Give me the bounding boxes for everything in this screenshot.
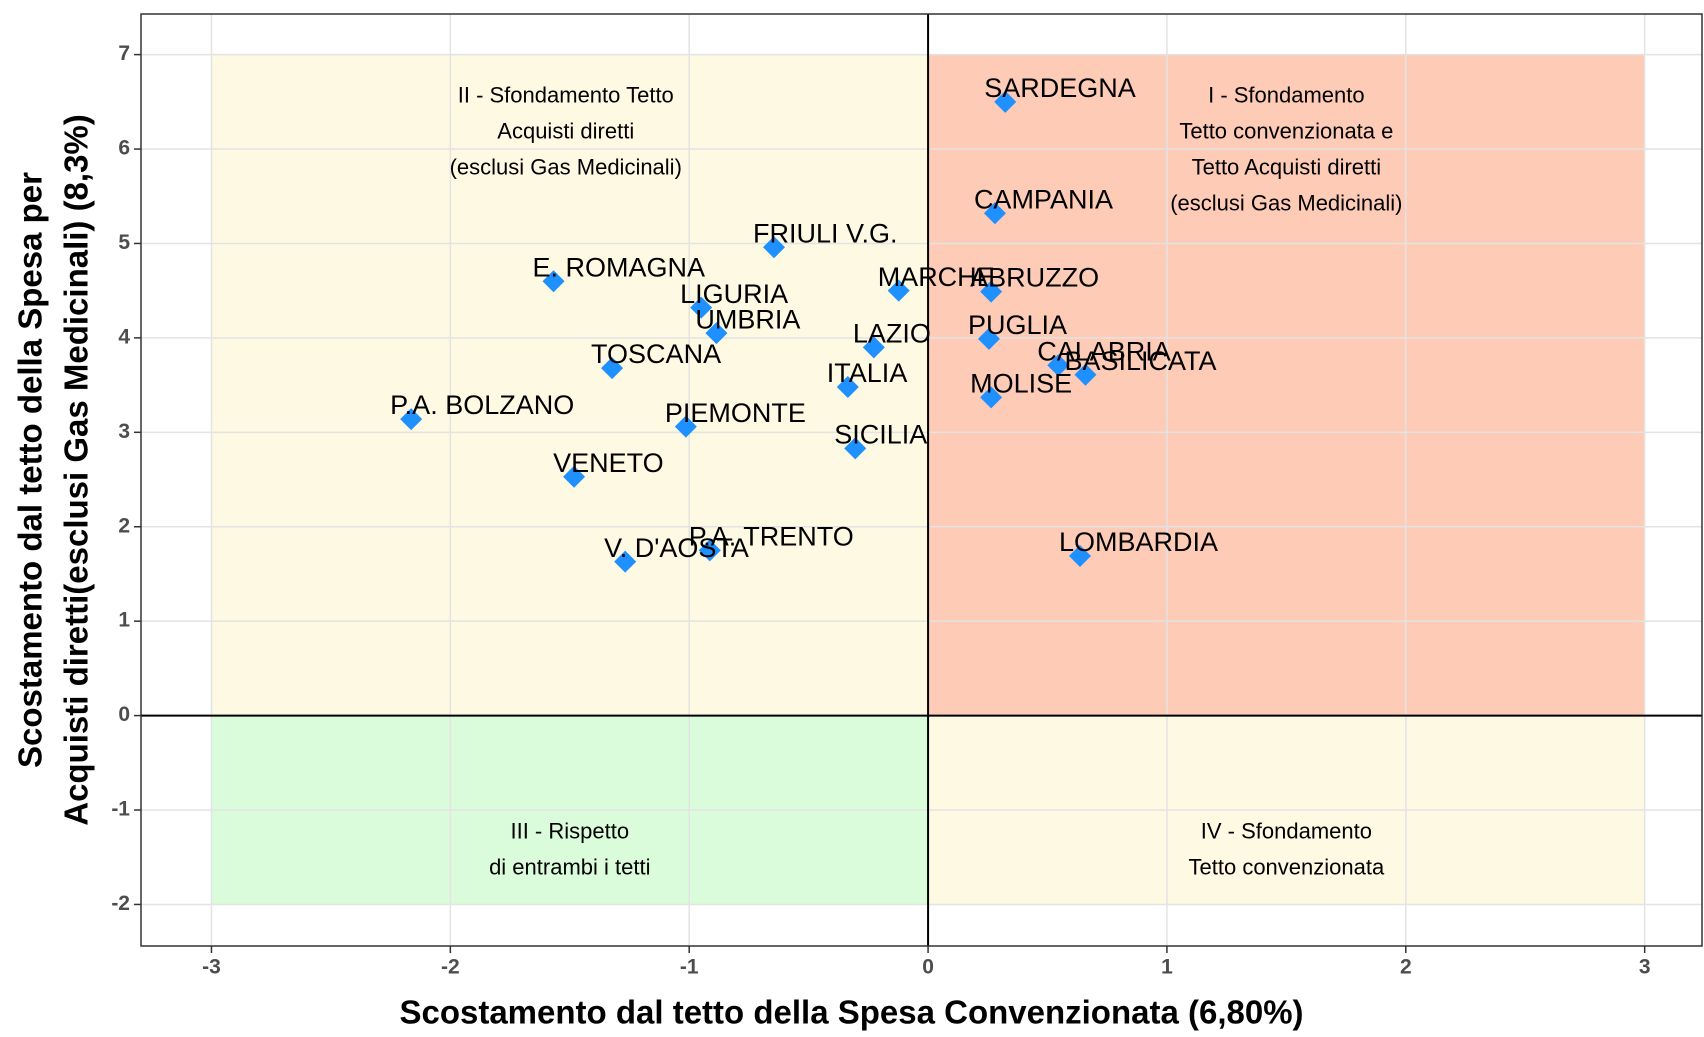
y-tick-label: 3 <box>118 420 130 443</box>
point-label: LAZIO <box>853 318 931 348</box>
point-label: ITALIA <box>827 358 908 388</box>
point-label: ABRUZZO <box>970 263 1099 293</box>
data-point <box>698 539 721 562</box>
data-point <box>690 296 713 319</box>
x-tick-label: -2 <box>441 956 460 979</box>
quadrant-annotation: II - Sfondamento Tetto <box>458 82 674 107</box>
point-label: MARCHE <box>878 262 995 292</box>
x-tick-label: -1 <box>680 956 699 979</box>
point-label: SARDEGNA <box>984 73 1136 103</box>
data-point <box>601 357 624 380</box>
y-axis-title: Scostamento dal tetto della Spesa per <box>12 172 49 768</box>
point-label: LOMBARDIA <box>1059 527 1218 557</box>
data-point <box>1068 545 1091 568</box>
y-axis-title: Acquisti diretti(esclusi Gas Medicinali)… <box>58 114 95 826</box>
y-tick-label: 1 <box>118 609 130 632</box>
data-point <box>1074 363 1097 386</box>
data-point <box>400 408 423 431</box>
data-point <box>887 279 910 302</box>
y-tick-label: 5 <box>118 231 130 254</box>
quadrant-annotation: III - Rispetto <box>510 818 629 843</box>
x-tick-label: 3 <box>1639 956 1651 979</box>
data-point <box>762 236 785 259</box>
quadrant-region <box>211 54 929 716</box>
y-tick-label: -1 <box>111 798 130 821</box>
x-tick-label: 1 <box>1161 956 1173 979</box>
x-tick-label: 2 <box>1400 956 1412 979</box>
data-point <box>980 386 1003 409</box>
quadrant-annotation: Tetto convenzionata e <box>1179 118 1393 143</box>
x-axis-title: Scostamento dal tetto della Spesa Conven… <box>399 994 1303 1031</box>
data-point <box>980 280 1003 303</box>
quadrant-annotation: IV - Sfondamento <box>1201 818 1372 843</box>
data-point <box>563 465 586 488</box>
point-label: LIGURIA <box>680 279 788 309</box>
point-label: SICILIA <box>834 419 927 449</box>
point-label: PIEMONTE <box>665 398 806 428</box>
quadrant-annotation: di entrambi i tetti <box>489 854 650 879</box>
data-point <box>862 336 885 359</box>
data-point <box>614 550 637 573</box>
data-point <box>844 437 867 460</box>
x-tick-label: -3 <box>202 956 221 979</box>
x-tick-label: 0 <box>922 956 934 979</box>
data-point <box>977 327 1000 350</box>
point-label: CAMPANIA <box>974 184 1113 214</box>
data-point <box>994 90 1017 113</box>
quadrant-annotation: (esclusi Gas Medicinali) <box>450 154 682 179</box>
quadrant-region <box>928 54 1645 716</box>
point-label: UMBRIA <box>695 304 800 334</box>
point-label: P.A. TRENTO <box>689 521 854 551</box>
point-label: CALABRIA <box>1037 336 1171 366</box>
quadrant-annotation: (esclusi Gas Medicinali) <box>1170 190 1402 215</box>
data-point <box>836 375 859 398</box>
y-tick-label: 4 <box>118 325 130 348</box>
y-tick-label: 6 <box>118 137 130 160</box>
quadrant-annotation: Acquisti diretti <box>497 118 634 143</box>
quadrant-annotation: I - Sfondamento <box>1208 82 1365 107</box>
y-tick-label: 0 <box>118 703 130 726</box>
data-point <box>1047 354 1070 377</box>
point-label: TOSCANA <box>591 339 721 369</box>
y-tick-label: -2 <box>111 892 130 915</box>
y-tick-label: 7 <box>118 42 130 65</box>
quadrant-annotation: Tetto Acquisti diretti <box>1192 154 1382 179</box>
data-point <box>983 202 1006 225</box>
point-label: P.A. BOLZANO <box>390 390 574 420</box>
data-point <box>674 415 697 438</box>
point-label: PUGLIA <box>968 310 1067 340</box>
panel-border <box>140 13 1703 947</box>
point-label: BASILICATA <box>1064 346 1216 376</box>
point-label: FRIULI V.G. <box>753 218 898 248</box>
point-label: E. ROMAGNA <box>533 252 706 282</box>
y-tick-label: 2 <box>118 514 130 537</box>
quadrant-annotation: Tetto convenzionata <box>1189 854 1385 879</box>
data-point <box>542 270 565 293</box>
point-label: V. D'AOSTA <box>604 533 749 563</box>
point-label: MOLISE <box>970 369 1072 399</box>
data-point <box>705 322 728 345</box>
point-label: VENETO <box>553 448 664 478</box>
